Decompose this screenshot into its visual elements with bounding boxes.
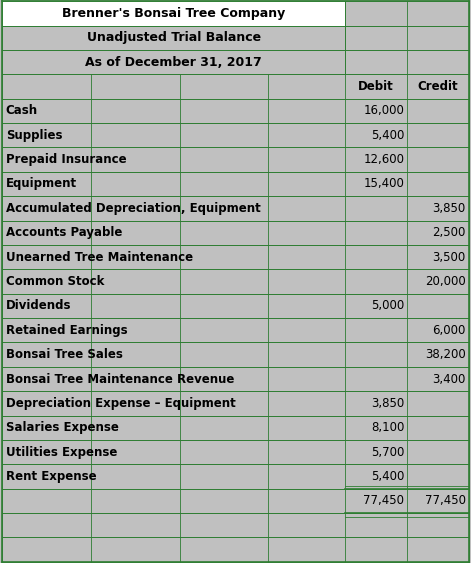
Text: 38,200: 38,200 bbox=[425, 348, 466, 361]
Text: 5,400: 5,400 bbox=[371, 470, 404, 483]
Text: Brenner's Bonsai Tree Company: Brenner's Bonsai Tree Company bbox=[62, 7, 285, 20]
Text: 3,400: 3,400 bbox=[432, 373, 466, 386]
Text: Retained Earnings: Retained Earnings bbox=[6, 324, 127, 337]
Text: Salaries Expense: Salaries Expense bbox=[6, 421, 119, 434]
Text: Depreciation Expense – Equipment: Depreciation Expense – Equipment bbox=[6, 397, 235, 410]
Text: 5,400: 5,400 bbox=[371, 129, 404, 142]
Text: 6,000: 6,000 bbox=[432, 324, 466, 337]
Text: 5,700: 5,700 bbox=[371, 446, 404, 459]
Text: 8,100: 8,100 bbox=[371, 421, 404, 434]
Text: 2,500: 2,500 bbox=[432, 226, 466, 239]
Text: Common Stock: Common Stock bbox=[6, 275, 104, 288]
Text: 77,450: 77,450 bbox=[425, 494, 466, 507]
Text: 3,500: 3,500 bbox=[432, 251, 466, 263]
Text: Dividends: Dividends bbox=[6, 300, 71, 312]
Text: Supplies: Supplies bbox=[6, 129, 62, 142]
Bar bbox=[407, 1, 469, 25]
Text: 3,850: 3,850 bbox=[371, 397, 404, 410]
Text: Prepaid Insurance: Prepaid Insurance bbox=[6, 153, 126, 166]
Text: Bonsai Tree Maintenance Revenue: Bonsai Tree Maintenance Revenue bbox=[6, 373, 234, 386]
Text: 16,000: 16,000 bbox=[364, 104, 404, 117]
Text: 5,000: 5,000 bbox=[371, 300, 404, 312]
Text: Unearned Tree Maintenance: Unearned Tree Maintenance bbox=[6, 251, 193, 263]
Text: Utilities Expense: Utilities Expense bbox=[6, 446, 117, 459]
Text: 15,400: 15,400 bbox=[364, 177, 404, 190]
Text: As of December 31, 2017: As of December 31, 2017 bbox=[85, 56, 262, 69]
Text: 3,850: 3,850 bbox=[432, 202, 466, 215]
Text: Rent Expense: Rent Expense bbox=[6, 470, 96, 483]
Bar bbox=[2, 1, 345, 25]
Text: Accounts Payable: Accounts Payable bbox=[6, 226, 122, 239]
Text: Accumulated Depreciation, Equipment: Accumulated Depreciation, Equipment bbox=[6, 202, 260, 215]
Text: Unadjusted Trial Balance: Unadjusted Trial Balance bbox=[87, 31, 261, 44]
Text: Equipment: Equipment bbox=[6, 177, 77, 190]
Text: Credit: Credit bbox=[418, 80, 458, 93]
Bar bbox=[345, 1, 407, 25]
Text: Cash: Cash bbox=[6, 104, 38, 117]
Text: 20,000: 20,000 bbox=[425, 275, 466, 288]
Text: 77,450: 77,450 bbox=[363, 494, 404, 507]
Text: Debit: Debit bbox=[358, 80, 394, 93]
Text: Bonsai Tree Sales: Bonsai Tree Sales bbox=[6, 348, 122, 361]
Text: 12,600: 12,600 bbox=[363, 153, 404, 166]
